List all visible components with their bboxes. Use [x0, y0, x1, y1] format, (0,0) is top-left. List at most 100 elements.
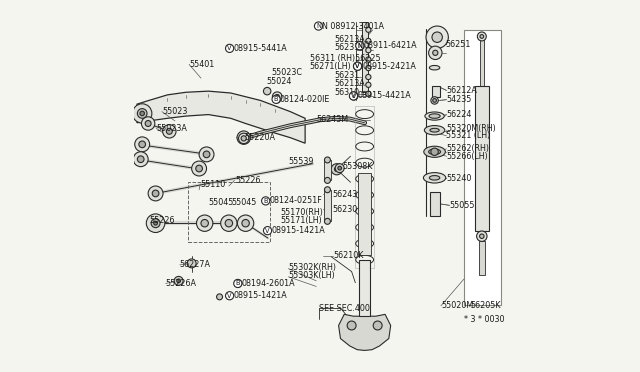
Polygon shape — [339, 314, 390, 350]
Bar — [429, 192, 440, 216]
Circle shape — [353, 62, 362, 70]
Text: V: V — [266, 228, 270, 234]
Text: 55171(LH): 55171(LH) — [280, 216, 322, 225]
Bar — [362, 22, 367, 92]
Circle shape — [239, 133, 249, 144]
Circle shape — [477, 32, 486, 41]
Circle shape — [135, 137, 150, 152]
Text: 54235: 54235 — [447, 95, 472, 104]
Text: 55226: 55226 — [149, 216, 174, 225]
Text: 56227A: 56227A — [180, 260, 211, 269]
Circle shape — [139, 141, 145, 148]
Text: 55023: 55023 — [162, 107, 188, 116]
Text: 55023A: 55023A — [156, 124, 187, 133]
Circle shape — [196, 215, 213, 231]
Circle shape — [479, 234, 484, 238]
Circle shape — [234, 279, 242, 288]
Text: 55302K(RH): 55302K(RH) — [289, 263, 337, 272]
Circle shape — [349, 92, 358, 100]
Text: N: N — [358, 43, 363, 49]
Circle shape — [433, 50, 438, 55]
Circle shape — [138, 156, 144, 163]
Circle shape — [324, 187, 330, 193]
Circle shape — [365, 91, 371, 96]
Circle shape — [166, 128, 172, 134]
Ellipse shape — [429, 65, 440, 70]
Circle shape — [272, 95, 280, 103]
Circle shape — [314, 22, 323, 30]
Circle shape — [335, 167, 339, 171]
Circle shape — [431, 148, 438, 155]
Circle shape — [353, 62, 362, 70]
Circle shape — [241, 135, 246, 141]
Circle shape — [433, 99, 436, 102]
Text: 56205K: 56205K — [470, 301, 501, 310]
Ellipse shape — [425, 112, 444, 120]
Text: 55055: 55055 — [449, 201, 475, 210]
Text: 55308K: 55308K — [342, 162, 372, 171]
Text: 56251: 56251 — [445, 40, 471, 49]
Text: SEE SEC.400: SEE SEC.400 — [319, 304, 370, 312]
Bar — [358, 173, 371, 255]
Text: B: B — [264, 198, 268, 204]
Circle shape — [234, 280, 242, 287]
Text: 55401: 55401 — [189, 60, 214, 69]
Ellipse shape — [430, 128, 439, 132]
Circle shape — [152, 190, 159, 197]
Circle shape — [151, 219, 160, 228]
Text: V: V — [227, 293, 232, 299]
Text: 55226: 55226 — [235, 176, 260, 185]
Circle shape — [429, 46, 442, 60]
Circle shape — [477, 231, 487, 241]
Text: N 08912-3401A: N 08912-3401A — [322, 22, 384, 31]
Circle shape — [187, 259, 196, 268]
Circle shape — [273, 92, 282, 102]
Text: 08124-0251F: 08124-0251F — [270, 196, 323, 205]
Text: 55539: 55539 — [289, 157, 314, 166]
Text: V: V — [351, 93, 356, 99]
Circle shape — [132, 104, 152, 123]
Text: 56243M: 56243M — [316, 115, 348, 124]
Circle shape — [324, 157, 330, 163]
Circle shape — [225, 44, 234, 52]
Circle shape — [225, 292, 234, 300]
Text: V: V — [355, 63, 360, 69]
Text: 08915-1421A: 08915-1421A — [234, 291, 287, 300]
Text: 56210K: 56210K — [333, 251, 364, 260]
Circle shape — [365, 48, 371, 53]
Text: 08911-6421A: 08911-6421A — [364, 41, 417, 50]
Text: 55023C: 55023C — [271, 68, 302, 77]
Text: 55170(RH): 55170(RH) — [280, 208, 323, 217]
Bar — [475, 86, 488, 231]
Circle shape — [216, 294, 223, 300]
Circle shape — [356, 42, 364, 50]
Circle shape — [140, 111, 145, 116]
Text: 55024: 55024 — [267, 77, 292, 86]
Text: V: V — [355, 63, 360, 69]
Circle shape — [201, 219, 209, 227]
Circle shape — [196, 165, 202, 172]
Polygon shape — [137, 91, 305, 143]
Circle shape — [338, 166, 342, 170]
Text: B: B — [236, 280, 240, 286]
Circle shape — [349, 92, 358, 100]
Text: 56212A: 56212A — [447, 86, 477, 95]
Circle shape — [426, 26, 449, 48]
Text: 56231: 56231 — [334, 43, 360, 52]
Circle shape — [141, 117, 155, 130]
Circle shape — [174, 276, 183, 285]
Circle shape — [264, 87, 271, 95]
Text: 55262(RH): 55262(RH) — [447, 144, 490, 153]
Text: N: N — [316, 23, 321, 29]
Ellipse shape — [424, 146, 445, 157]
Circle shape — [154, 221, 157, 225]
Circle shape — [365, 82, 371, 87]
Circle shape — [237, 131, 250, 144]
Bar — [360, 260, 370, 316]
Text: 56231: 56231 — [334, 71, 360, 80]
Text: 56310: 56310 — [334, 88, 359, 97]
Text: 08194-2601A: 08194-2601A — [242, 279, 296, 288]
Bar — [431, 86, 440, 97]
Circle shape — [365, 38, 371, 44]
Circle shape — [138, 109, 147, 118]
